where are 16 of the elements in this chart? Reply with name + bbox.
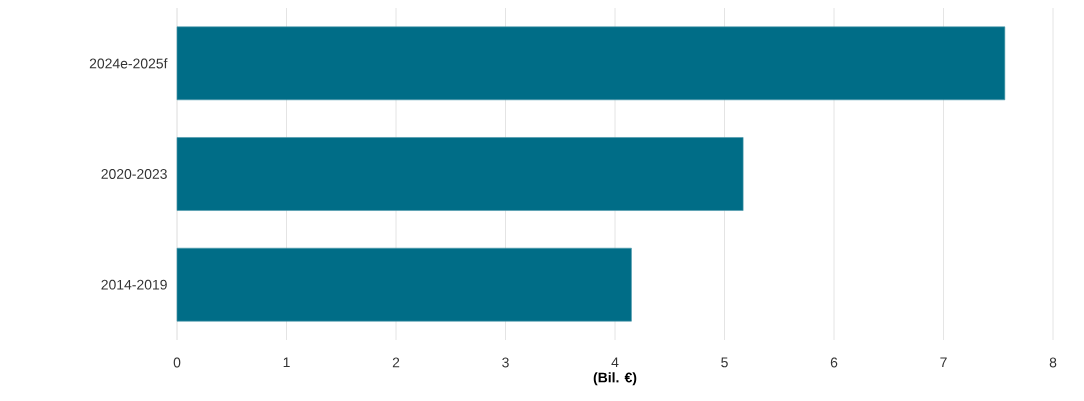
x-tick-label: 0	[173, 357, 181, 368]
bar	[176, 26, 1006, 101]
x-axis-title: (Bil. €)	[593, 372, 637, 386]
y-tick-label: 2020-2023	[101, 169, 167, 179]
x-tick-label: 2	[392, 357, 400, 368]
x-tick-label: 5	[721, 357, 728, 368]
y-tick-label: 2024e-2025f	[89, 58, 168, 69]
x-tick-label: 7	[940, 357, 947, 368]
x-tick-label: 4	[611, 357, 619, 368]
x-tick-label: 8	[1049, 357, 1057, 368]
y-tick-label: 2014-2019	[101, 279, 167, 290]
x-tick-label: 3	[502, 357, 509, 368]
x-tick-label: 1	[283, 357, 290, 368]
bar	[176, 247, 632, 322]
bar	[176, 137, 744, 211]
x-tick-label: 6	[830, 357, 838, 368]
